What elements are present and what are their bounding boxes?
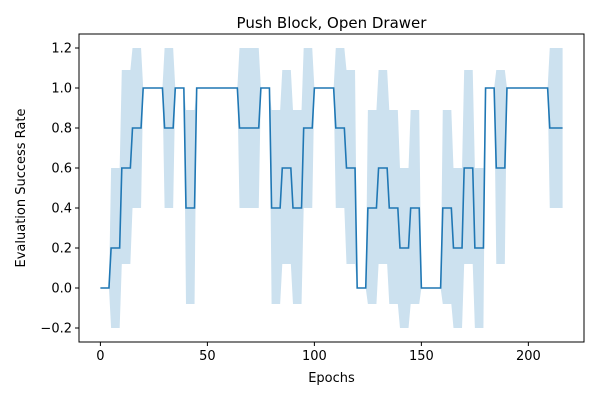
- series-line: [100, 87, 563, 289]
- plot-area: [100, 48, 563, 328]
- y-axis-label: Evaluation Success Rate: [14, 109, 29, 268]
- y-tick-label: 0.6: [51, 162, 72, 177]
- x-tick-label: 150: [409, 349, 434, 364]
- x-tick-label: 0: [96, 349, 104, 364]
- x-axis-label: Epochs: [308, 371, 355, 386]
- axes-frame: [78, 33, 585, 343]
- x-tick-label: 200: [516, 349, 541, 364]
- y-tick-label: 1.0: [51, 82, 72, 97]
- y-tick-label: 0.0: [51, 282, 72, 297]
- y-tick-label: 0.8: [51, 122, 72, 137]
- x-tick-label: 100: [302, 349, 327, 364]
- y-tick-label: 1.2: [51, 42, 72, 57]
- y-axis: −0.2 0.0 0.2 0.4 0.6 0.8 1.0 1.2: [40, 42, 79, 337]
- confidence-band: [100, 48, 563, 328]
- x-tick-label: 50: [199, 349, 216, 364]
- y-tick-label: 0.2: [51, 242, 72, 257]
- y-tick-label: 0.4: [51, 202, 72, 217]
- chart-title: Push Block, Open Drawer: [237, 14, 428, 32]
- x-axis: 0 50 100 150 200: [96, 342, 541, 364]
- y-tick-label: −0.2: [40, 322, 72, 337]
